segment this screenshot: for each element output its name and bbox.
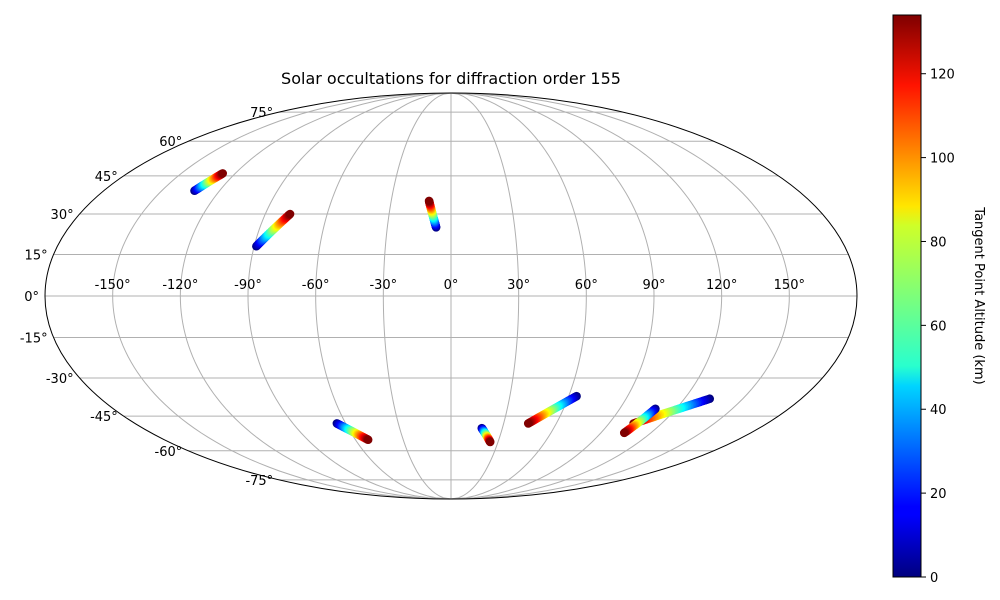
occultation-track [252, 209, 295, 251]
data-point [285, 209, 295, 219]
y-tick-label: -45° [90, 410, 118, 425]
y-tick-label: 15° [25, 248, 48, 263]
colorbar-gradient [892, 14, 922, 578]
data-point [485, 437, 495, 447]
colorbar-ticks: 0 20 40 60 80 100 120 [921, 68, 955, 586]
y-tick-label: 60° [159, 135, 182, 150]
colorbar-label: Tangent Point Altitude (km) [971, 206, 986, 384]
y-tick-label: -30° [46, 372, 74, 387]
chart-title: Solar occultations for diffraction order… [281, 69, 621, 88]
occultation-track [523, 391, 581, 428]
colorbar-tick-label: 0 [930, 571, 938, 586]
y-tick-label: 0° [24, 290, 39, 305]
x-tick-label: -30° [369, 278, 397, 293]
y-tick-label: 30° [51, 208, 74, 223]
map-boundary [44, 92, 858, 500]
x-tick-label: 30° [507, 278, 530, 293]
data-points [190, 169, 715, 447]
colorbar-tick-label: 120 [930, 68, 955, 83]
colorbar-tick-label: 60 [930, 319, 947, 334]
data-point [218, 169, 228, 178]
y-tick-label: 75° [250, 106, 273, 121]
x-tick-label: 120° [706, 278, 737, 293]
y-tick-label: 45° [95, 170, 118, 185]
data-point [619, 428, 629, 438]
data-point [363, 435, 373, 445]
data-point [424, 196, 434, 206]
colorbar-tick-label: 100 [930, 152, 955, 167]
colorbar-tick-label: 80 [930, 235, 947, 250]
occultation-track [477, 423, 495, 447]
y-tick-label: -75° [245, 474, 273, 489]
colorbar-tick-label: 20 [930, 487, 947, 502]
x-tick-label: -60° [302, 278, 330, 293]
x-tick-label: 0° [444, 278, 459, 293]
x-tick-label: 90° [642, 278, 665, 293]
data-point [523, 419, 533, 428]
y-tick-label: -15° [20, 332, 48, 347]
colorbar: 0 20 40 60 80 100 120 Tangent Point Altitude (… [892, 14, 986, 586]
colorbar-tick-label: 40 [930, 403, 947, 418]
x-tick-label: 150° [774, 278, 805, 293]
x-tick-label: -120° [162, 278, 198, 293]
occultation-track [332, 419, 373, 445]
y-tick-labels: -75° -60° -45° -30° -15° 0° 15° 30° 45° 60° 75° [20, 106, 273, 489]
x-tick-label: -150° [95, 278, 131, 293]
y-tick-label: -60° [155, 445, 183, 460]
x-tick-label: -90° [234, 278, 262, 293]
x-tick-labels: -150° -120° -90° -60° -30° 0° 30° 60° 90° 120° 150… [95, 278, 805, 293]
x-tick-label: 60° [575, 278, 598, 293]
occultation-track [190, 169, 228, 196]
occultation-track [619, 404, 660, 438]
occultation-track [424, 196, 441, 232]
graticule [45, 93, 857, 499]
